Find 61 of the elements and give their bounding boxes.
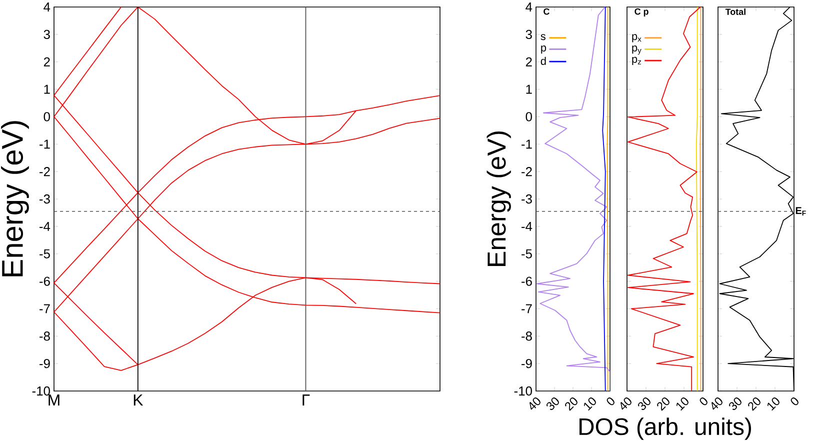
x-tick-label: 30 [546, 397, 559, 410]
y-tick-label: 2 [526, 57, 532, 66]
x-tick-label: 10 [676, 398, 688, 411]
y-tick-label: -2 [40, 167, 50, 176]
y-tick-label: -3 [40, 194, 50, 204]
x-tick-label: 20 [748, 397, 760, 411]
y-tick-label: 4 [44, 2, 50, 12]
y-tick-label: 3 [44, 30, 50, 40]
y-tick-label: -6 [40, 276, 50, 286]
y-tick-label: 4 [526, 2, 532, 12]
y-tick-label: -1 [40, 140, 50, 149]
x-tick-label: 40 [530, 397, 540, 410]
chart-title: C p [634, 8, 648, 16]
y-tick-label: -7 [40, 304, 50, 314]
x-tick-label: Γ [302, 394, 310, 406]
x-tick-label: 20 [565, 397, 578, 411]
chart-title: Total [725, 8, 746, 15]
x-tick-label: 20 [657, 398, 670, 411]
y-tick-label: 2 [44, 57, 50, 66]
y-tick-label: -8 [522, 332, 532, 341]
y-tick-label: 1 [526, 84, 532, 94]
legend-label: p$_{y}$ [632, 46, 642, 55]
y-tick-label: -7 [522, 304, 532, 314]
legend-label: p$_{z}$ [632, 56, 642, 66]
y-tick-label: -10 [32, 386, 50, 396]
x-tick-label: 10 [584, 397, 596, 411]
x-tick-label: K [134, 394, 144, 406]
y-tick-label: -2 [522, 167, 532, 176]
y-axis-title: Energy (eV) [1, 121, 29, 276]
y-tick-label: -5 [522, 249, 532, 258]
legend-label: p [541, 46, 546, 54]
y-tick-label: -3 [522, 194, 532, 204]
y-tick-label: -10 [514, 386, 532, 396]
chart-title: C [544, 8, 550, 15]
y-tick-label: -6 [522, 276, 532, 286]
y-axis-title: Energy (eV) [486, 132, 511, 266]
y-tick-label: 0 [526, 112, 532, 122]
y-tick-label: -9 [40, 358, 50, 368]
y-tick-label: -4 [40, 222, 50, 231]
x-tick-label: 0 [790, 397, 798, 406]
y-tick-label: -1 [522, 140, 532, 149]
y-tick-label: -4 [522, 222, 532, 231]
ref-line-label: E$_{F}$ [796, 207, 806, 216]
x-tick-label: 10 [767, 397, 780, 411]
legend-label: d [540, 56, 546, 65]
x-tick-label: 30 [638, 398, 650, 410]
y-tick-label: 3 [526, 30, 532, 40]
legend-label: p$_{x}$ [632, 34, 642, 42]
x-tick-label: M [48, 394, 60, 406]
x-tick-label: 30 [729, 397, 742, 410]
x-tick-label: 0 [700, 397, 708, 406]
y-tick-label: -8 [40, 332, 50, 341]
y-tick-label: 0 [44, 112, 50, 122]
y-tick-label: -9 [522, 358, 532, 368]
x-tick-label: 0 [606, 397, 614, 406]
legend-label: s [540, 34, 546, 40]
x-axis-title: DOS (arb. units) [580, 418, 751, 440]
y-tick-label: -5 [40, 249, 50, 258]
y-tick-label: 1 [44, 84, 50, 94]
x-tick-label: 40 [620, 398, 632, 410]
x-tick-label: 40 [712, 397, 722, 410]
